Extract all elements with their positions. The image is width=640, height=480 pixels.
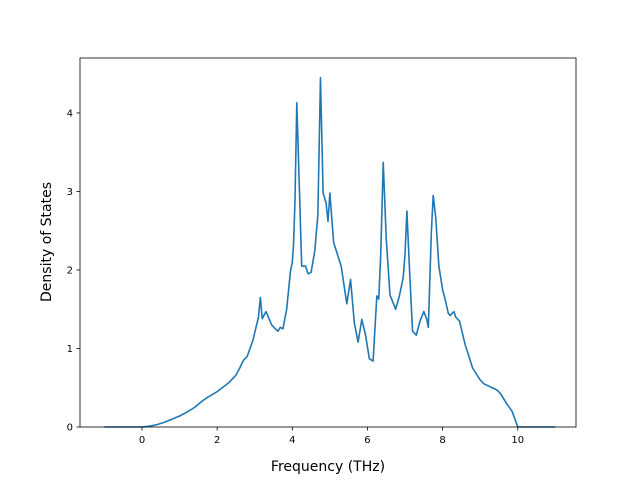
x-tick-label: 8 bbox=[439, 435, 445, 446]
plot-area bbox=[80, 58, 576, 427]
y-tick-label: 1 bbox=[67, 344, 73, 355]
x-tick-label: 0 bbox=[139, 435, 145, 446]
x-tick-label: 10 bbox=[511, 435, 524, 446]
y-tick-label: 2 bbox=[67, 265, 73, 276]
x-axis-label: Frequency (THz) bbox=[271, 459, 385, 475]
series-line-0 bbox=[104, 76, 556, 428]
plot-frame bbox=[79, 57, 577, 428]
y-axis-label: Density of States bbox=[39, 182, 55, 302]
y-tick-label: 4 bbox=[67, 108, 73, 119]
x-tick-label: 2 bbox=[214, 435, 220, 446]
y-axis: 0 1 2 3 4 bbox=[67, 108, 80, 434]
y-tick-label: 0 bbox=[67, 423, 73, 434]
series-layer bbox=[104, 76, 556, 428]
x-axis: 0 2 4 6 8 10 bbox=[139, 427, 524, 446]
x-tick-label: 4 bbox=[289, 435, 295, 446]
y-tick-label: 3 bbox=[67, 187, 73, 198]
x-tick-label: 6 bbox=[364, 435, 370, 446]
